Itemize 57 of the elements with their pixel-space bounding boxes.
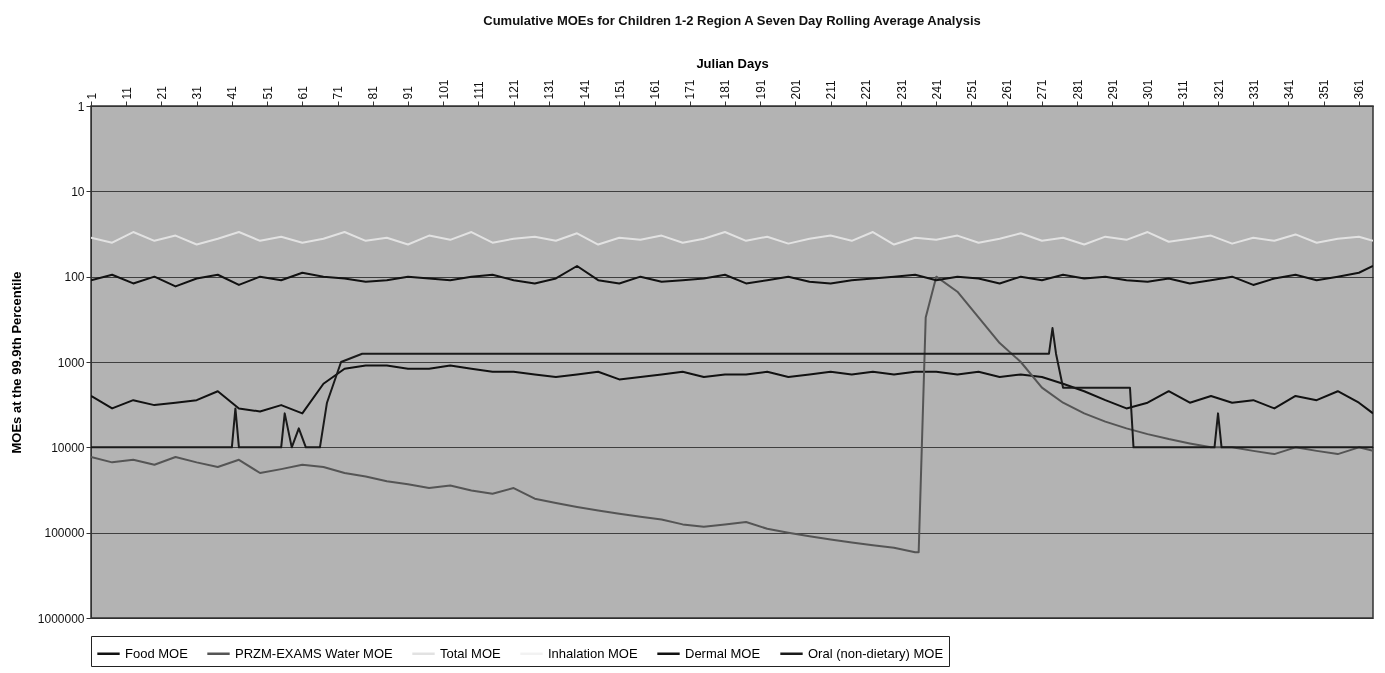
x-tick-label: 311 bbox=[1176, 80, 1191, 100]
line-series bbox=[91, 265, 1373, 288]
x-tick-label: 261 bbox=[1000, 79, 1015, 100]
x-tick-label: 291 bbox=[1105, 79, 1120, 100]
legend-label: Total MOE bbox=[440, 645, 502, 661]
x-tick-label: 361 bbox=[1352, 79, 1367, 100]
x-tick-label: 211 bbox=[824, 80, 839, 100]
x-tick-label: 231 bbox=[894, 79, 909, 100]
x-tick-label: 301 bbox=[1141, 79, 1156, 100]
x-tick-label: 341 bbox=[1281, 79, 1296, 100]
legend-label: PRZM-EXAMS Water MOE bbox=[235, 645, 394, 661]
x-tick-label: 111 bbox=[471, 80, 486, 100]
x-tick-label: 91 bbox=[401, 85, 416, 100]
x-tick-label: 161 bbox=[648, 79, 663, 100]
x-tick-label: 141 bbox=[577, 79, 592, 100]
x-tick-label: 31 bbox=[190, 85, 205, 100]
y-tick-label: 1000 bbox=[57, 355, 85, 370]
x-tick-label: 191 bbox=[753, 79, 768, 100]
y-tick-label: 10 bbox=[71, 184, 85, 199]
x-tick-label: 151 bbox=[612, 79, 627, 100]
chart-title: Cumulative MOEs for Children 1-2 Region A Seven Day Rolling Average Analysis bbox=[483, 12, 981, 28]
legend-label: Oral (non-dietary) MOE bbox=[808, 645, 944, 661]
x-tick-label: 101 bbox=[436, 79, 451, 100]
y-axis-title: MOEs at the 99.9th Percentile bbox=[8, 271, 24, 454]
y-tick-label: 100000 bbox=[44, 526, 85, 541]
legend-label: Inhalation MOE bbox=[548, 645, 638, 661]
x-tick-label: 51 bbox=[260, 85, 275, 100]
line-series bbox=[91, 275, 1373, 554]
x-tick-label: 171 bbox=[683, 79, 698, 100]
x-tick-label: 201 bbox=[788, 79, 803, 100]
x-tick-label: 71 bbox=[331, 85, 346, 100]
x-tick-label: 221 bbox=[859, 79, 874, 100]
x-tick-label: 21 bbox=[154, 85, 169, 100]
legend-label: Food MOE bbox=[125, 645, 189, 661]
x-tick-label: 131 bbox=[542, 79, 557, 100]
x-tick-label: 281 bbox=[1070, 79, 1085, 100]
x-tick-label: 11 bbox=[119, 86, 134, 100]
x-tick-label: 331 bbox=[1246, 79, 1261, 100]
y-tick-label: 100 bbox=[64, 270, 85, 285]
x-axis-title: Julian Days bbox=[696, 56, 769, 72]
y-tick-label: 10000 bbox=[51, 440, 85, 455]
y-tick-label: 1000000 bbox=[37, 611, 85, 626]
line-series bbox=[91, 327, 1373, 449]
legend-label: Dermal MOE bbox=[685, 645, 761, 661]
x-tick-label: 271 bbox=[1035, 79, 1050, 100]
x-tick-label: 321 bbox=[1211, 79, 1226, 100]
x-tick-label: 351 bbox=[1317, 79, 1332, 100]
x-tick-label: 1 bbox=[84, 92, 99, 100]
x-tick-label: 41 bbox=[225, 85, 240, 100]
line-series bbox=[91, 231, 1373, 246]
x-tick-label: 121 bbox=[507, 79, 522, 100]
x-tick-label: 61 bbox=[295, 85, 310, 100]
x-tick-label: 251 bbox=[964, 79, 979, 100]
y-tick-label: 1 bbox=[77, 99, 85, 114]
x-tick-label: 81 bbox=[366, 85, 381, 100]
x-tick-label: 241 bbox=[929, 79, 944, 100]
x-tick-label: 181 bbox=[718, 79, 733, 100]
